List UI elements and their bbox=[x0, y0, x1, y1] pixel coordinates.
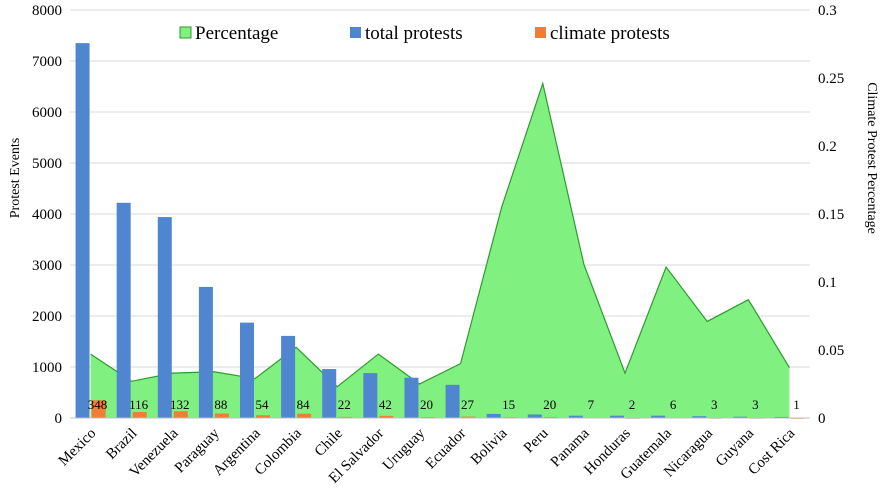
bar-climate-protests bbox=[132, 412, 147, 418]
y-tick-label: 5000 bbox=[32, 156, 62, 172]
bar-total-protests bbox=[363, 373, 378, 418]
x-tick-label: Chile bbox=[312, 425, 347, 460]
bar-climate-protests bbox=[461, 416, 476, 418]
bar-climate-protests bbox=[338, 416, 353, 418]
x-tick-label: Brazil bbox=[103, 426, 140, 463]
bar-series bbox=[75, 43, 805, 419]
y-tick-label: 4000 bbox=[32, 207, 62, 223]
data-label: 27 bbox=[461, 397, 475, 412]
data-label: 54 bbox=[256, 397, 270, 412]
y2-tick-label: 0.15 bbox=[818, 207, 844, 223]
bar-total-protests bbox=[651, 415, 666, 418]
bar-total-protests bbox=[240, 322, 254, 418]
bar-total-protests bbox=[486, 413, 501, 418]
legend-swatch bbox=[350, 27, 361, 38]
percentage-area bbox=[90, 83, 790, 418]
bar-total-protests bbox=[116, 202, 131, 418]
bar-total-protests bbox=[692, 416, 707, 418]
bar-total-protests bbox=[281, 335, 296, 418]
data-label: 348 bbox=[88, 397, 108, 412]
bar-total-protests bbox=[527, 414, 542, 418]
data-label: 116 bbox=[129, 397, 149, 412]
legend-label: climate protests bbox=[550, 23, 670, 44]
data-label: 2 bbox=[629, 397, 636, 412]
y2-tick-label: 0.05 bbox=[818, 343, 844, 359]
y2-axis-title: Climate Protest Percentage bbox=[864, 82, 879, 234]
y2-tick-label: 0.3 bbox=[818, 3, 837, 19]
bar-climate-protests bbox=[297, 413, 312, 418]
data-labels: 348 116 132 88 54 84 22 42 20 27 15 20 7 2 6 3 3 1 bbox=[88, 397, 800, 412]
y-tick-label: 6000 bbox=[32, 105, 62, 121]
percentage-area-series bbox=[90, 81, 790, 418]
y-tick-label: 0 bbox=[55, 411, 63, 427]
y-tick-label: 7000 bbox=[32, 54, 62, 70]
bar-climate-protests bbox=[214, 413, 229, 418]
legend: Percentage total protests climate protests bbox=[179, 23, 670, 44]
y2-tick-label: 0 bbox=[818, 411, 826, 427]
x-tick-label: Mexico bbox=[56, 426, 100, 470]
data-label: 22 bbox=[338, 397, 351, 412]
data-label: 84 bbox=[297, 397, 311, 412]
bar-total-protests bbox=[157, 217, 172, 418]
data-label: 7 bbox=[588, 397, 595, 412]
bar-total-protests bbox=[733, 416, 748, 418]
bar-total-protests bbox=[445, 384, 460, 418]
y2-tick-label: 0.2 bbox=[818, 139, 837, 155]
data-label: 42 bbox=[379, 397, 392, 412]
bar-total-protests bbox=[322, 369, 337, 418]
bar-total-protests bbox=[75, 43, 90, 419]
x-tick-label: Ecuador bbox=[423, 426, 470, 473]
data-label: 3 bbox=[752, 397, 759, 412]
x-tick-label: Uruguay bbox=[380, 425, 429, 474]
data-label: 6 bbox=[670, 397, 677, 412]
bar-climate-protests bbox=[420, 416, 435, 418]
bar-climate-protests bbox=[379, 415, 394, 418]
gridlines bbox=[70, 9, 810, 368]
bar-climate-protests bbox=[256, 415, 270, 418]
y2-tick-label: 0.1 bbox=[818, 275, 837, 291]
bar-total-protests bbox=[774, 416, 789, 418]
y-tick-label: 8000 bbox=[32, 3, 62, 19]
bar-total-protests bbox=[610, 415, 624, 418]
data-label: 1 bbox=[793, 397, 800, 412]
data-label: 20 bbox=[420, 397, 433, 412]
bar-total-protests bbox=[568, 415, 583, 418]
x-tick-label: Bolivia bbox=[468, 425, 511, 468]
legend-swatch bbox=[535, 27, 546, 38]
y-tick-label: 3000 bbox=[32, 258, 62, 274]
data-label: 3 bbox=[711, 397, 718, 412]
y-tick-label: 2000 bbox=[32, 309, 62, 325]
bar-climate-protests bbox=[91, 400, 106, 418]
bar-climate-protests bbox=[543, 416, 558, 418]
bar-climate-protests bbox=[173, 411, 188, 418]
data-label: 88 bbox=[214, 397, 227, 412]
y2-tick-label: 0.25 bbox=[818, 71, 844, 87]
data-label: 132 bbox=[170, 397, 190, 412]
bar-total-protests bbox=[404, 377, 419, 418]
bar-total-protests bbox=[198, 286, 213, 418]
data-label: 20 bbox=[543, 397, 556, 412]
x-tick-label: Peru bbox=[521, 425, 552, 456]
legend-label: Percentage bbox=[195, 23, 278, 44]
y-tick-label: 1000 bbox=[32, 360, 62, 376]
data-label: 15 bbox=[502, 397, 515, 412]
legend-label: total protests bbox=[365, 23, 463, 44]
y-axis-title: Protest Events bbox=[8, 138, 23, 219]
legend-swatch bbox=[179, 26, 192, 39]
